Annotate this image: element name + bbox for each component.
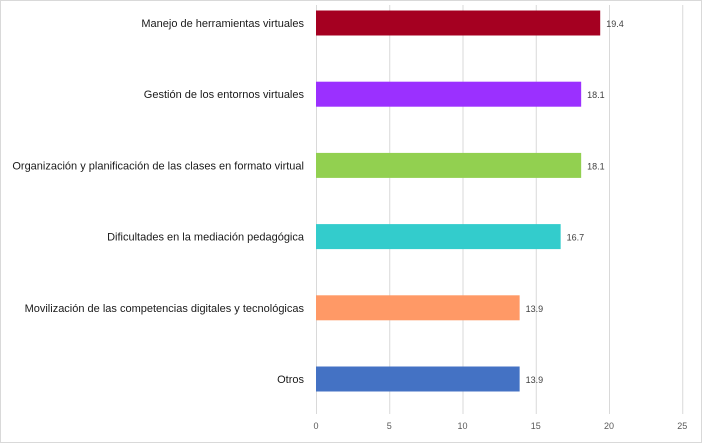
data-label: 13.9 [526,375,544,385]
gridlines [316,5,684,414]
data-label: 18.1 [587,90,605,100]
bar [316,81,582,107]
x-tick-label: 5 [387,421,392,431]
data-label: 19.4 [606,19,624,29]
value-labels: 19.4 18.1 18.1 16.7 13.9 13.9 [526,19,624,385]
x-tick-label: 20 [604,421,614,431]
bar [316,295,520,321]
bar [316,366,520,392]
category-label: Otros [277,374,304,386]
category-label: Gestión de los entornos virtuales [144,89,305,101]
x-tick-label: 10 [457,421,467,431]
bar [316,152,582,178]
category-label: Dificultades en la mediación pedagógica [107,232,305,244]
data-label: 18.1 [587,161,605,171]
x-tick-label: 25 [677,421,687,431]
category-labels: Manejo de herramientas virtuales Gestión … [12,18,305,386]
data-label: 13.9 [526,304,544,314]
bar [316,224,561,250]
x-axis-ticks: 0 5 10 15 20 25 [313,421,687,431]
bar [316,10,601,36]
data-label: 16.7 [567,233,585,243]
category-label: Manejo de herramientas virtuales [141,18,304,30]
category-label: Movilización de las competencias digital… [25,303,305,315]
x-tick-label: 15 [531,421,541,431]
x-tick-label: 0 [313,421,318,431]
bars [316,10,601,392]
category-label: Organización y planificación de las clas… [12,160,304,172]
